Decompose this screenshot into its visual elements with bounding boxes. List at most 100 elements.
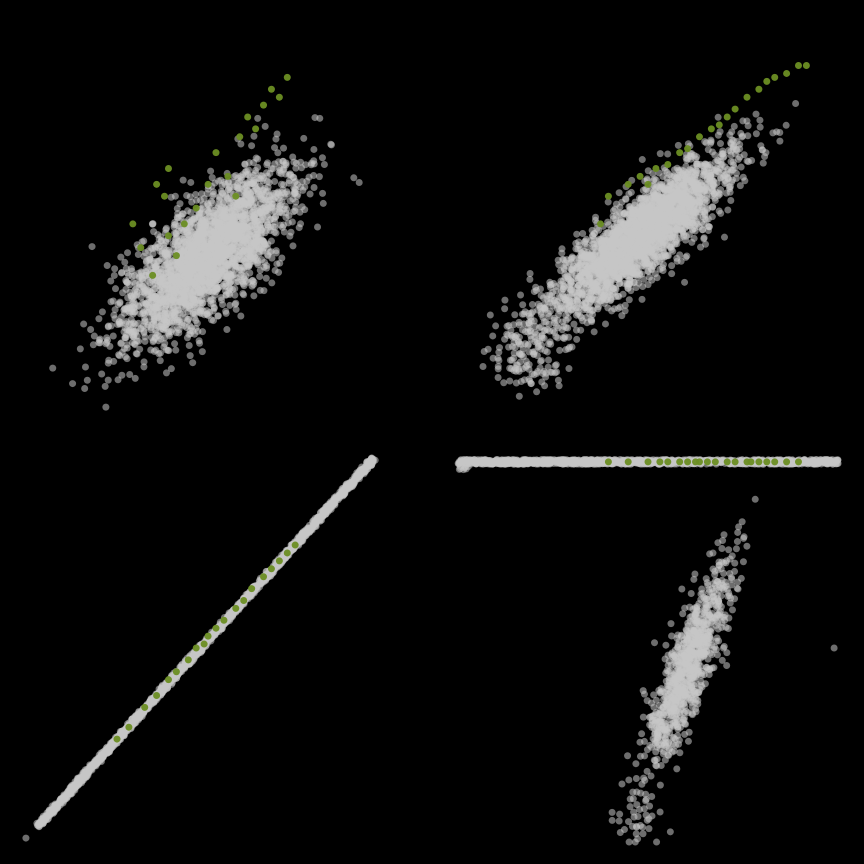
gray-point — [257, 267, 264, 274]
gray-point — [697, 244, 704, 251]
gray-point — [271, 218, 278, 225]
gray-point — [716, 191, 723, 198]
gray-point — [299, 187, 306, 194]
gray-point — [319, 190, 326, 197]
gray-point — [590, 244, 597, 251]
gray-point — [616, 189, 623, 196]
gray-point — [178, 290, 185, 297]
gray-point — [280, 145, 287, 152]
gray-point — [185, 331, 192, 338]
green-point — [193, 205, 200, 212]
gray-point — [77, 345, 84, 352]
gray-point — [96, 337, 103, 344]
gray-point — [99, 308, 106, 315]
gray-point — [209, 192, 216, 199]
gray-point — [250, 133, 257, 140]
gray-point — [103, 339, 110, 346]
green-point — [244, 114, 251, 121]
gray-point — [636, 270, 643, 277]
gray-point — [573, 336, 580, 343]
gray-point — [148, 294, 155, 301]
gray-point — [249, 180, 256, 187]
green-point — [205, 181, 212, 188]
gray-point — [172, 347, 179, 354]
gray-point — [258, 256, 265, 263]
gray-point — [320, 200, 327, 207]
gray-point — [311, 184, 318, 191]
gray-point — [570, 321, 577, 328]
gray-point — [229, 259, 236, 266]
gray-point — [227, 279, 234, 286]
gray-point — [174, 205, 181, 212]
gray-point — [547, 299, 554, 306]
gray-point — [163, 369, 170, 376]
gray-point — [200, 243, 207, 250]
gray-point — [310, 172, 317, 179]
gray-point — [308, 160, 315, 167]
gray-point — [196, 337, 203, 344]
gray-point — [275, 158, 282, 165]
gray-point — [257, 287, 264, 294]
gray-point — [153, 301, 160, 308]
gray-point — [682, 254, 689, 261]
gray-point — [219, 211, 226, 218]
gray-point — [160, 242, 167, 249]
gray-point — [157, 357, 164, 364]
gray-point — [248, 142, 255, 149]
gray-point — [314, 224, 321, 231]
gray-point — [222, 181, 229, 188]
gray-point — [123, 278, 130, 285]
green-point — [165, 232, 172, 239]
gray-point — [272, 136, 279, 143]
gray-point — [698, 219, 705, 226]
gray-point — [90, 341, 97, 348]
gray-point — [128, 265, 135, 272]
gray-point — [724, 207, 731, 214]
gray-point — [232, 172, 239, 179]
gray-point — [119, 289, 126, 296]
gray-point — [209, 274, 216, 281]
gray-point — [189, 359, 196, 366]
gray-point — [105, 377, 112, 384]
gray-point — [161, 334, 168, 341]
scatter-plot-1 — [0, 0, 432, 432]
gray-point — [190, 309, 197, 316]
gray-point — [226, 240, 233, 247]
gray-point — [628, 189, 635, 196]
gray-point — [174, 318, 181, 325]
gray-point — [227, 270, 234, 277]
gray-point — [242, 200, 249, 207]
gray-point — [116, 319, 123, 326]
gray-point — [141, 358, 148, 365]
gray-point — [195, 289, 202, 296]
green-point — [165, 165, 172, 172]
gray-point — [143, 257, 150, 264]
gray-point — [95, 315, 102, 322]
gray-point — [541, 318, 548, 325]
gray-point — [242, 207, 249, 214]
gray-point — [239, 256, 246, 263]
gray-point — [215, 178, 222, 185]
gray-point — [741, 177, 748, 184]
green-point — [213, 149, 220, 156]
gray-point — [249, 212, 256, 219]
gray-point — [240, 181, 247, 188]
gray-point — [210, 244, 217, 251]
gray-point — [145, 321, 152, 328]
gray-point — [263, 275, 270, 282]
gray-point — [158, 255, 165, 262]
gray-point — [186, 342, 193, 349]
gray-point — [783, 122, 790, 129]
gray-point — [263, 169, 270, 176]
gray-point — [575, 238, 582, 245]
gray-point — [170, 291, 177, 298]
gray-point — [729, 167, 736, 174]
gray-point — [136, 346, 143, 353]
gray-point — [709, 213, 716, 220]
gray-point — [693, 168, 700, 175]
gray-point — [276, 169, 283, 176]
gray-point — [715, 114, 722, 121]
gray-point — [280, 222, 287, 229]
gray-point — [222, 308, 229, 315]
gray-point — [169, 284, 176, 291]
